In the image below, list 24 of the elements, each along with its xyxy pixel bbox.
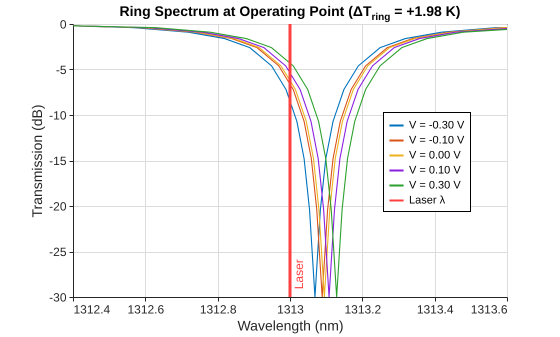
y-axis-title: Transmission (dB) bbox=[29, 104, 46, 218]
x-tick-label: 1313 bbox=[277, 302, 304, 316]
legend-label: V = 0.10 V bbox=[409, 164, 462, 176]
x-tick-label: 1312.6 bbox=[127, 302, 165, 316]
legend-label: V = -0.10 V bbox=[409, 134, 465, 146]
y-tick-label: -30 bbox=[49, 290, 67, 304]
y-tick-label: -10 bbox=[49, 108, 67, 122]
annotation: Laser bbox=[292, 259, 306, 290]
x-tick-label: 1313.4 bbox=[416, 302, 454, 316]
x-tick-label: 1313.6 bbox=[470, 302, 508, 316]
legend-label: V = -0.30 V bbox=[409, 120, 465, 132]
x-tick-label: 1312.4 bbox=[74, 302, 111, 316]
y-tick-label: -20 bbox=[49, 200, 67, 214]
legend-label: V = 0.30 V bbox=[409, 180, 462, 192]
y-tick-label: 0 bbox=[60, 18, 67, 32]
y-tick-label: -25 bbox=[49, 245, 67, 259]
legend-label: V = 0.00 V bbox=[409, 150, 462, 162]
x-tick-label: 1312.8 bbox=[200, 302, 237, 316]
y-tick-label: -5 bbox=[56, 63, 67, 77]
x-tick-label: 1313.2 bbox=[344, 302, 382, 316]
chart-title: Ring Spectrum at Operating Point (ΔT$_{ring}$ = +1.98 K) bbox=[118, 3, 462, 23]
y-tick-label: -15 bbox=[49, 154, 67, 168]
legend-label: Laser λ bbox=[409, 194, 446, 206]
x-axis-title: Wavelength (nm) bbox=[237, 318, 344, 334]
